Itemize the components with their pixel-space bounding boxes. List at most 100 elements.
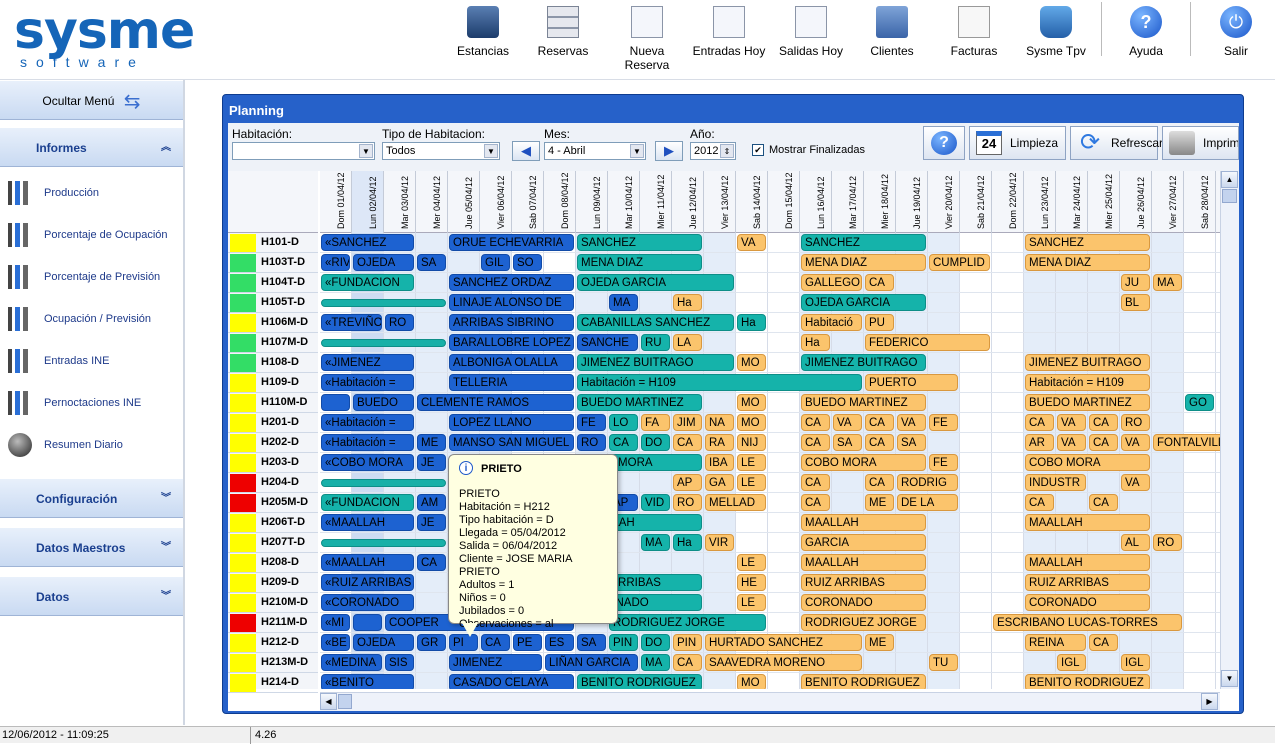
reservation-bar[interactable]: GO <box>1185 394 1214 411</box>
reservation-bar[interactable]: VIR <box>705 534 734 551</box>
reservation-bar[interactable]: JE <box>417 514 446 531</box>
reservation-bar[interactable]: PU <box>865 314 894 331</box>
reservation-bar[interactable]: MA <box>641 654 670 671</box>
room-row[interactable]: H109-D <box>228 373 318 393</box>
reservation-bar[interactable]: RODRIG <box>897 474 958 491</box>
scroll-left-icon[interactable]: ◀ <box>320 693 337 710</box>
reservation-bar[interactable]: CA <box>801 434 830 451</box>
reservation-bar[interactable]: NIJ <box>737 434 766 451</box>
reservation-bar[interactable]: COBO MORA <box>801 454 926 471</box>
reservation-bar[interactable]: AM <box>417 494 446 511</box>
reservation-bar[interactable] <box>321 539 446 547</box>
reservation-bar[interactable]: SANCHEZ <box>801 234 926 251</box>
reservation-bar[interactable]: CA <box>1089 434 1118 451</box>
reservation-bar[interactable]: Ha <box>801 334 830 351</box>
reservation-bar[interactable]: MAALLAH <box>801 514 926 531</box>
tipo-select[interactable]: Todos ▼ <box>382 142 500 160</box>
reservation-bar[interactable] <box>321 479 446 487</box>
reservation-bar[interactable]: INDUSTR <box>1025 474 1086 491</box>
reservation-bar[interactable]: «MI <box>321 614 350 631</box>
hide-menu-button[interactable]: Ocultar Menú ⇆ <box>0 80 183 120</box>
reservation-bar[interactable]: BUEDO MARTINEZ <box>801 394 926 411</box>
reservation-bar[interactable]: VA <box>833 414 862 431</box>
reservation-bar[interactable]: SANCHEZ <box>1025 234 1150 251</box>
reservation-bar[interactable]: ME <box>865 494 894 511</box>
reservation-bar[interactable]: CA <box>1025 494 1054 511</box>
reservation-bar[interactable]: CA <box>865 414 894 431</box>
reservation-bar[interactable]: HE <box>737 574 766 591</box>
reservation-bar[interactable] <box>321 299 446 307</box>
reservation-bar[interactable]: LINAJE ALONSO DE <box>449 294 574 311</box>
reservation-bar[interactable]: VA <box>1057 434 1086 451</box>
reservation-bar[interactable]: JIMENEZ <box>449 654 542 671</box>
anio-spinner[interactable]: 2012 ⇕ <box>690 142 736 160</box>
reservation-bar[interactable]: FE <box>929 414 958 431</box>
reservation-bar[interactable]: «FUNDACION <box>321 494 414 511</box>
sidebar-item[interactable]: Porcentaje de Ocupación <box>8 220 183 250</box>
mes-select[interactable]: 4 - Abril ▼ <box>544 142 646 160</box>
reservation-bar[interactable]: CA <box>865 434 894 451</box>
reservation-bar[interactable]: JIMENEZ BUITRAGO <box>801 354 926 371</box>
reservation-bar[interactable]: ME <box>417 434 446 451</box>
reservation-bar[interactable]: BENITO RODRIGUEZ <box>1025 674 1150 689</box>
reservation-bar[interactable]: CA <box>1025 414 1054 431</box>
room-row[interactable]: H202-D <box>228 433 318 453</box>
reservation-bar[interactable]: RO <box>577 434 606 451</box>
reservation-bar[interactable]: «RUIZ ARRIBAS <box>321 574 414 591</box>
room-row[interactable]: H209-D <box>228 573 318 593</box>
reservas-button[interactable]: Reservas <box>523 4 603 60</box>
reservation-bar[interactable]: MO <box>737 394 766 411</box>
reservation-bar[interactable]: MA <box>641 534 670 551</box>
reservation-bar[interactable]: «TREVIÑO <box>321 314 382 331</box>
reservation-bar[interactable]: «MEDINA <box>321 654 382 671</box>
reservation-bar[interactable]: RU <box>641 334 670 351</box>
reservation-bar[interactable]: HURTADO SANCHEZ <box>705 634 862 651</box>
reservation-bar[interactable]: SIS <box>385 654 414 671</box>
reservation-bar[interactable]: COBO MORA <box>1025 454 1150 471</box>
reservation-bar[interactable]: VID <box>641 494 670 511</box>
reservation-bar[interactable]: BUEDO MARTINEZ <box>577 394 702 411</box>
vertical-scroll-thumb[interactable] <box>1222 189 1237 203</box>
reservation-bar[interactable]: ESCRIBANO LUCAS-TORRES <box>993 614 1182 631</box>
reservation-bar[interactable]: NA <box>705 414 734 431</box>
reservation-bar[interactable]: RA <box>705 434 734 451</box>
reservation-bar[interactable]: VA <box>1121 474 1150 491</box>
reservation-bar[interactable]: MAALLAH <box>1025 554 1150 571</box>
reservation-bar[interactable]: LE <box>737 554 766 571</box>
room-row[interactable]: H104T-D <box>228 273 318 293</box>
reservation-bar[interactable]: RO <box>1121 414 1150 431</box>
reservation-bar[interactable]: MAALLAH <box>801 554 926 571</box>
reservation-bar[interactable]: MANSO SAN MIGUEL <box>449 434 574 451</box>
reservation-bar[interactable]: FA <box>641 414 670 431</box>
reservation-bar[interactable]: REINA <box>1025 634 1086 651</box>
reservation-bar[interactable]: SANCHEZ <box>577 234 702 251</box>
room-row[interactable]: H214-D <box>228 673 318 693</box>
next-month-button[interactable]: ▶ <box>655 141 683 161</box>
reservation-bar[interactable]: ORUE ECHEVARRIA <box>449 234 574 251</box>
scroll-down-icon[interactable]: ▼ <box>1221 670 1238 687</box>
reservation-bar[interactable]: MELLAD <box>705 494 766 511</box>
reservation-bar[interactable]: VA <box>737 234 766 251</box>
reservation-bar[interactable]: Ha <box>673 294 702 311</box>
reservation-bar[interactable]: Habitació <box>801 314 862 331</box>
room-row[interactable]: H107M-D <box>228 333 318 353</box>
reservation-bar[interactable]: MENA DIAZ <box>801 254 926 271</box>
reservation-bar[interactable]: SA <box>577 634 606 651</box>
reservation-bar[interactable]: PE <box>513 634 542 651</box>
reservation-bar[interactable]: DE LA <box>897 494 958 511</box>
room-row[interactable]: H210M-D <box>228 593 318 613</box>
reservation-bar[interactable]: RODRIGUEZ JORGE <box>609 614 766 631</box>
sidebar-item[interactable]: Porcentaje de Previsión <box>8 262 183 292</box>
reservation-bar[interactable]: «RIV <box>321 254 350 271</box>
ayuda-button[interactable]: ? Ayuda <box>1106 4 1186 60</box>
reservation-bar[interactable]: MO <box>737 674 766 689</box>
reservation-bar[interactable]: GARCIA <box>801 534 926 551</box>
reservation-bar[interactable]: LOPEZ LLANO <box>449 414 574 431</box>
reservation-bar[interactable]: OJEDA <box>353 634 414 651</box>
facturas-button[interactable]: Facturas <box>934 4 1014 60</box>
room-row[interactable]: H206T-D <box>228 513 318 533</box>
scroll-up-icon[interactable]: ▲ <box>1221 171 1238 188</box>
limpieza-button[interactable]: 24 Limpieza <box>969 126 1066 160</box>
reservation-bar[interactable]: OJEDA GARCIA <box>801 294 926 311</box>
reservation-bar[interactable]: Habitación = H109 <box>1025 374 1150 391</box>
